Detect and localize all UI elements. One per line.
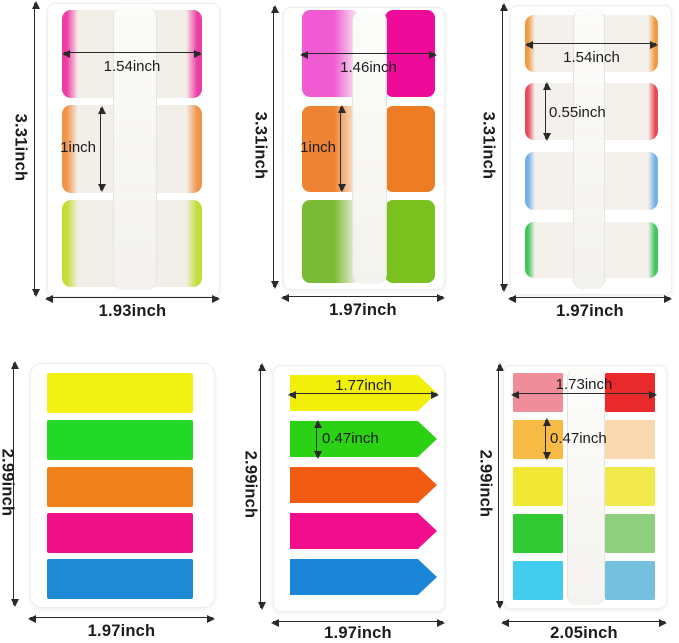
backing-strip — [567, 368, 605, 605]
arrow-flag — [290, 467, 437, 503]
tab-cell — [513, 373, 563, 412]
tab-cell — [605, 373, 655, 412]
backing-strip — [573, 9, 605, 289]
height-dimension-arrow — [271, 5, 279, 289]
tab-width-dimension-label: 1.54inch — [103, 58, 161, 75]
width-dimension-arrow — [28, 615, 215, 623]
flag-strip — [47, 420, 193, 460]
tab-width-dimension-arrow — [300, 51, 437, 59]
width-dimension-label: 2.05inch — [550, 624, 618, 642]
tab-left — [302, 200, 360, 283]
height-dimension-arrow — [258, 363, 266, 610]
flag-strip — [47, 559, 193, 599]
height-dimension-arrow — [500, 3, 508, 292]
tab-height-dimension-arrow — [98, 106, 106, 192]
tab-height-dimension-arrow — [338, 105, 346, 192]
width-dimension-label: 1.93inch — [98, 302, 167, 320]
tab-right — [385, 106, 435, 192]
backing-strip — [352, 11, 387, 284]
tab-edge-right — [648, 152, 658, 210]
strip-width-dimension-arrow — [288, 391, 439, 399]
flag-strip — [47, 373, 193, 413]
tab-cell — [605, 420, 655, 459]
tab-edge-right — [186, 105, 202, 193]
tab-width-dimension-label: 1.46inch — [340, 59, 397, 76]
tab-cell — [513, 420, 563, 459]
width-dimension-label: 1.97inch — [87, 622, 156, 640]
tab-width-dimension-arrow — [525, 41, 658, 49]
tab-edge-left — [62, 105, 78, 193]
tab-right — [385, 200, 435, 283]
height-dimension-label: 2.99inch — [476, 449, 495, 518]
tab-height-dimension-arrow — [543, 418, 551, 460]
width-dimension-arrow — [508, 295, 672, 303]
tab-edge-left — [525, 222, 535, 278]
tab-edge-left — [62, 200, 78, 287]
tab-height-dimension-label: 0.55inch — [549, 104, 606, 121]
flag-strip — [47, 467, 193, 507]
arrow-flag — [290, 513, 437, 549]
tab-edge-right — [648, 222, 658, 278]
height-dimension-arrow — [496, 363, 504, 609]
tab-edge-right — [186, 200, 202, 287]
flag-strip — [47, 513, 193, 553]
width-dimension-label: 1.97inch — [556, 302, 624, 320]
tab-edge-right — [648, 83, 658, 140]
strip-height-dimension-label: 0.47inch — [322, 430, 379, 447]
tab-width-dimension-arrow — [511, 391, 657, 399]
tab-edge-left — [525, 83, 535, 140]
tab-height-dimension-label: 1inch — [300, 139, 336, 156]
tab-cell — [605, 561, 655, 600]
tab-height-dimension-arrow — [543, 82, 551, 141]
width-dimension-label: 1.97inch — [329, 301, 397, 319]
tab-width-dimension-arrow — [62, 50, 202, 58]
tab-height-dimension-label: 0.47inch — [550, 430, 607, 447]
tab-cell — [513, 467, 563, 506]
width-dimension-arrow — [281, 294, 445, 302]
width-dimension-label: 1.97inch — [324, 624, 392, 642]
tab-width-dimension-label: 1.73inch — [555, 376, 613, 393]
tab-cell — [513, 561, 563, 600]
tab-cell — [513, 514, 563, 553]
tab-cell — [605, 514, 655, 553]
height-dimension-arrow — [32, 1, 40, 297]
tab-left — [302, 106, 360, 192]
tab-height-dimension-label: 1inch — [60, 139, 96, 156]
tab-edge-left — [62, 10, 78, 98]
strip-height-dimension-arrow — [314, 420, 322, 459]
tab-width-dimension-label: 1.54inch — [563, 49, 620, 66]
tab-edge-left — [525, 152, 535, 210]
backing-strip — [113, 7, 157, 290]
arrow-flag — [290, 559, 437, 595]
strip-width-dimension-label: 1.77inch — [335, 377, 392, 394]
width-dimension-arrow — [45, 295, 220, 303]
height-dimension-arrow — [11, 361, 19, 607]
tab-cell — [605, 467, 655, 506]
width-dimension-arrow — [271, 619, 445, 627]
width-dimension-arrow — [501, 619, 667, 627]
